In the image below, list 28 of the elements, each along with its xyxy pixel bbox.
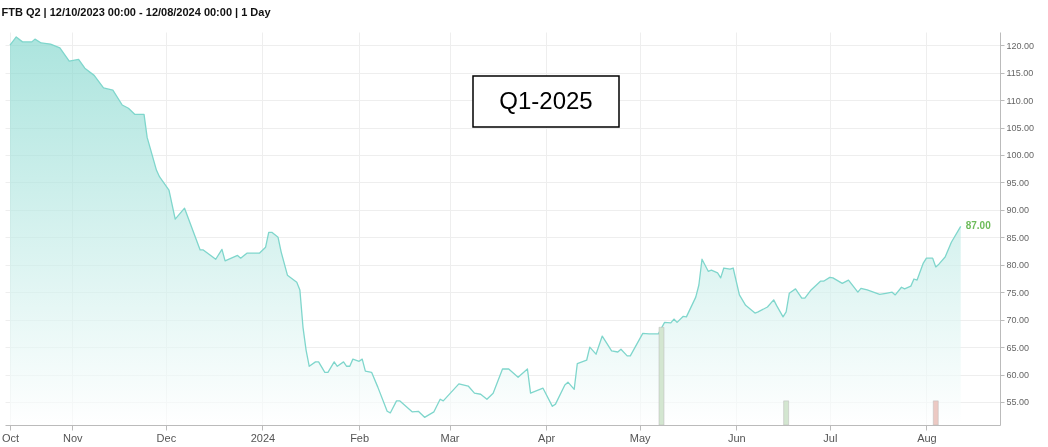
y-tick-label: 110.00: [1006, 95, 1034, 106]
x-tick-label: Dec: [156, 431, 177, 444]
x-tick-label: Oct: [1, 431, 20, 444]
chart-title: FTB Q2 | 12/10/2023 00:00 - 12/08/2024 00:00 | 1 Day: [1, 6, 272, 18]
x-tick-label: Jul: [823, 431, 838, 444]
x-tick-label: May: [629, 431, 652, 444]
annotation: 87.00: [965, 220, 992, 232]
y-tick-label: 120.00: [1006, 40, 1035, 51]
y-tick-label: 105.00: [1006, 123, 1035, 134]
x-tick-label: Feb: [350, 431, 370, 444]
x-tick-label: Aug: [917, 431, 937, 444]
y-tick-label: 75.00: [1006, 287, 1030, 298]
y-tick-label: 100.00: [1006, 150, 1035, 161]
y-tick-label: 95.00: [1006, 177, 1030, 188]
x-tick-label: Apr: [538, 431, 556, 444]
y-tick-label: 85.00: [1006, 232, 1030, 243]
y-tick-label: 55.00: [1006, 397, 1030, 408]
x-tick-label: Jun: [727, 431, 746, 444]
y-tick-label: 115.00: [1006, 68, 1034, 79]
x-tick-label: 2024: [250, 431, 276, 444]
y-tick-label: 70.00: [1006, 315, 1030, 326]
y-tick-label: 80.00: [1006, 260, 1030, 271]
y-tick-label: 90.00: [1006, 205, 1030, 216]
x-tick-label: Mar: [440, 431, 460, 444]
y-tick-label: 65.00: [1006, 342, 1030, 353]
x-tick-label: Nov: [63, 431, 84, 444]
y-tick-label: 60.00: [1006, 370, 1030, 380]
annotation: Q1-2025: [499, 87, 593, 114]
